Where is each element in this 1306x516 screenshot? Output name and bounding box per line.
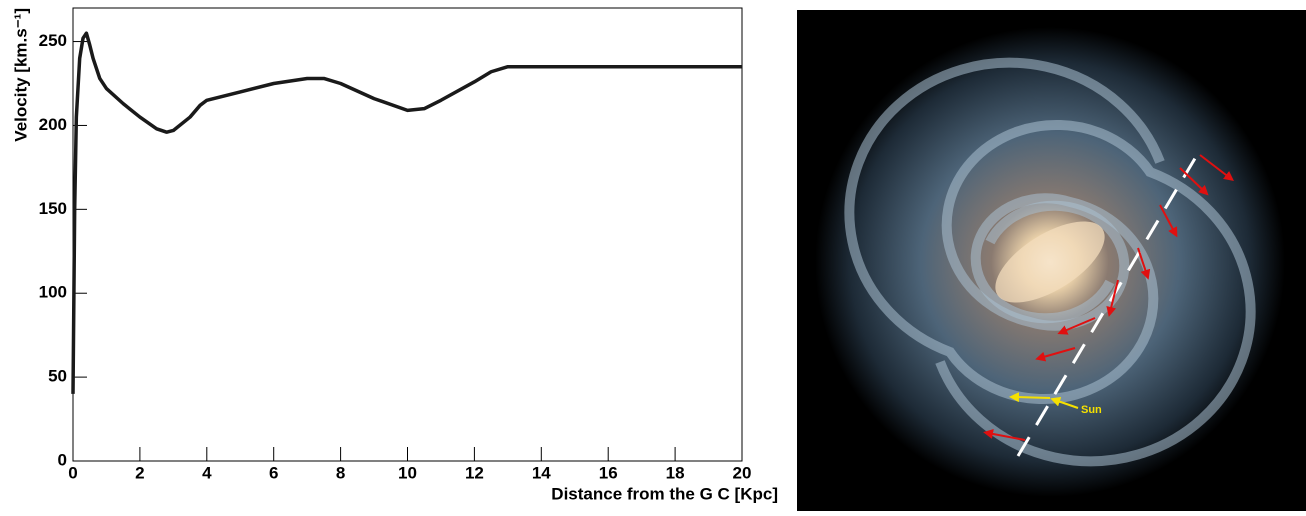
x-axis-label: Distance from the G C [Kpc] [551,484,778,503]
y-tick-label: 200 [39,115,67,134]
y-axis-label: Velocity [km.s⁻¹] [11,8,30,142]
y-tick-label: 250 [39,31,67,50]
x-tick-label: 10 [398,463,417,482]
x-tick-label: 0 [68,463,77,482]
y-tick-label: 100 [39,283,67,302]
x-tick-label: 6 [269,463,278,482]
x-tick-label: 18 [666,463,685,482]
x-tick-label: 14 [532,463,551,482]
x-tick-label: 4 [202,463,212,482]
y-tick-label: 0 [58,450,67,469]
sun-label: Sun [1081,404,1102,416]
x-tick-label: 12 [465,463,484,482]
curve [71,31,742,394]
x-tick-label: 8 [336,463,345,482]
galaxy-image: Sun [797,10,1306,511]
x-tick-label: 16 [599,463,618,482]
x-tick-label: 2 [135,463,144,482]
y-tick-label: 50 [48,367,67,386]
x-tick-label: 20 [733,463,752,482]
y-tick-label: 150 [39,199,67,218]
plot-frame [72,7,743,462]
